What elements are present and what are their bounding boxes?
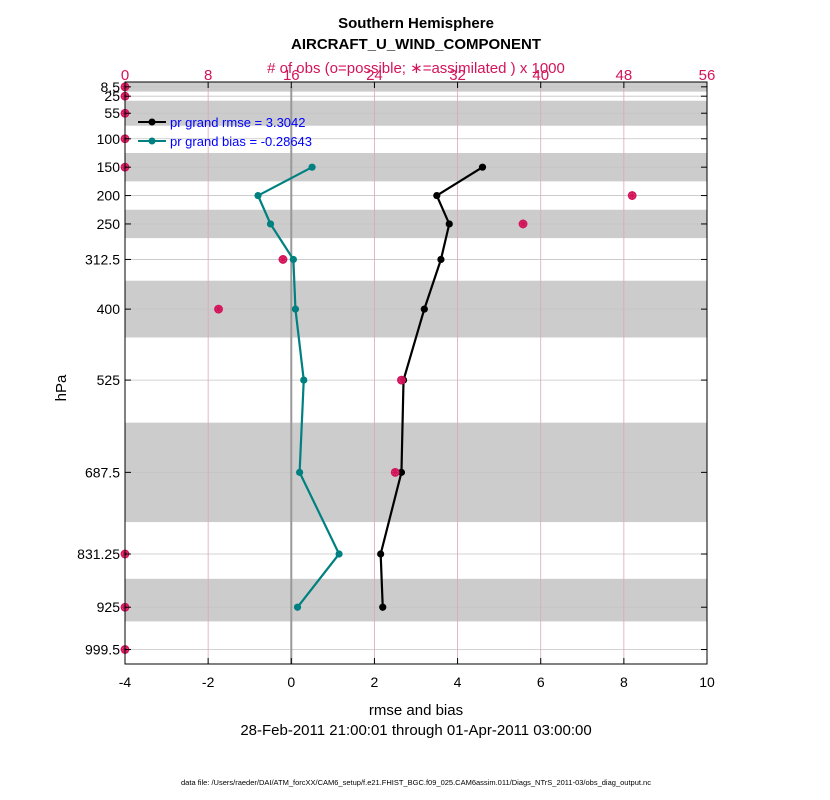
series-point bbox=[335, 550, 343, 558]
series-point bbox=[291, 305, 300, 313]
top-tick-label: 24 bbox=[366, 67, 383, 84]
top-tick-label: 48 bbox=[616, 67, 633, 84]
y-tick-label: 55 bbox=[104, 105, 120, 121]
plot-frame bbox=[124, 81, 708, 665]
top-tick-label: 40 bbox=[532, 67, 549, 84]
obs-assimilated-marker bbox=[214, 304, 223, 314]
y-tick-label: 100 bbox=[97, 131, 121, 147]
y-tick-label: 400 bbox=[97, 301, 121, 317]
y-tick-label: 312.5 bbox=[85, 251, 120, 267]
legend-rmse-label: pr grand rmse = 3.3042 bbox=[170, 115, 306, 130]
legend-bias-label: pr grand bias = -0.28643 bbox=[170, 134, 312, 149]
obs-assimilated-marker bbox=[397, 375, 406, 385]
series-point bbox=[266, 220, 275, 228]
series-point bbox=[478, 163, 487, 171]
obs-assimilated-marker bbox=[278, 255, 288, 264]
series-point bbox=[379, 603, 387, 611]
top-tick-label: 32 bbox=[449, 67, 466, 84]
x-tick-label: 0 bbox=[287, 674, 295, 690]
legend-rmse-marker bbox=[148, 118, 156, 126]
x-tick-label: 10 bbox=[699, 674, 715, 690]
legend: pr grand rmse = 3.3042 pr grand bias = -… bbox=[138, 115, 312, 149]
x-tick-label: 6 bbox=[537, 674, 545, 690]
y-tick-label: 999.5 bbox=[85, 642, 120, 658]
y-tick-label: 687.5 bbox=[85, 464, 120, 480]
x-tick-label: -2 bbox=[202, 674, 215, 690]
series-point bbox=[437, 255, 445, 264]
top-tick-label: 8 bbox=[204, 67, 212, 84]
chart-subtitle: AIRCRAFT_U_WIND_COMPONENT bbox=[291, 36, 541, 53]
date-range: 28-Feb-2011 21:00:01 through 01-Apr-2011… bbox=[240, 722, 591, 739]
obs-assimilated-marker bbox=[391, 468, 400, 477]
legend-bias-marker bbox=[148, 137, 156, 145]
obs-assimilated-marker bbox=[518, 219, 528, 229]
top-tick-label: 56 bbox=[699, 67, 716, 84]
chart-title: Southern Hemisphere bbox=[338, 15, 494, 32]
axes: -4 -2 0 2 4 6 8 100 8 16 24 32 40 48 568.5255510015020… bbox=[77, 67, 715, 690]
series-point bbox=[420, 305, 428, 313]
obs-assimilated-marker bbox=[627, 191, 637, 200]
series-point bbox=[445, 220, 453, 228]
y-tick-label: 925 bbox=[97, 599, 121, 615]
y-tick-label: 200 bbox=[97, 188, 121, 204]
x-tick-label: -4 bbox=[119, 674, 132, 690]
series-point bbox=[296, 468, 304, 476]
series-point bbox=[433, 191, 441, 200]
shaded-layers bbox=[125, 82, 707, 622]
y-tick-label: 25 bbox=[104, 88, 120, 104]
series-point bbox=[254, 191, 262, 200]
series-point bbox=[377, 550, 385, 558]
y-tick-label: 525 bbox=[97, 372, 121, 388]
top-axis-label: # of obs (o=possible; ∗=assimilated ) x … bbox=[267, 60, 565, 77]
data-file-footer: data file: /Users/raeder/DAI/ATM_forcXX/… bbox=[181, 778, 651, 787]
y-tick-label: 8.5 bbox=[101, 79, 121, 95]
series-point bbox=[397, 468, 406, 476]
x-axis-label: rmse and bias bbox=[369, 702, 463, 719]
series-point bbox=[293, 603, 302, 611]
y-tick-label: 150 bbox=[97, 159, 121, 175]
top-tick-label: 0 bbox=[121, 67, 129, 84]
series-point bbox=[289, 255, 297, 264]
y-tick-label: 831.25 bbox=[77, 546, 120, 562]
x-tick-label: 8 bbox=[620, 674, 628, 690]
top-tick-label: 16 bbox=[283, 67, 300, 84]
shaded-layer-6 bbox=[125, 578, 707, 622]
series-point bbox=[300, 376, 308, 384]
y-axis-label: hPa bbox=[53, 374, 70, 401]
y-tick-label: 250 bbox=[97, 216, 121, 232]
x-tick-label: 2 bbox=[371, 674, 379, 690]
series-point bbox=[308, 163, 316, 171]
x-tick-label: 4 bbox=[454, 674, 462, 690]
